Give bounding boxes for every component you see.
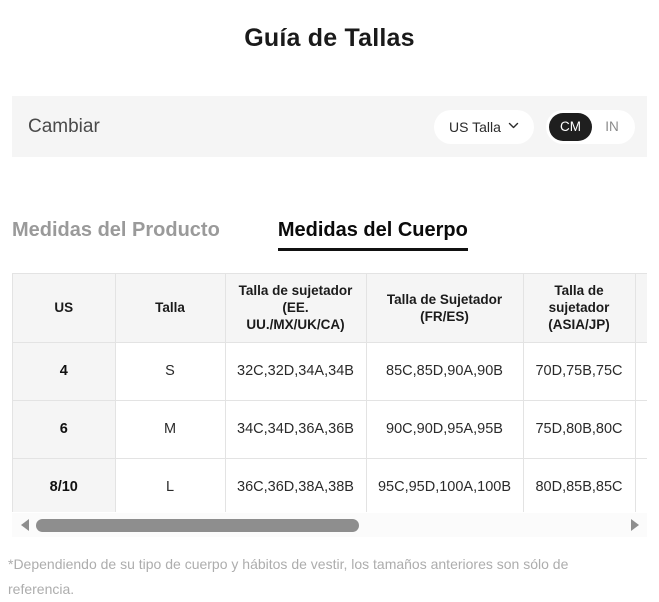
change-label: Cambiar <box>28 115 100 137</box>
scrollbar-thumb[interactable] <box>36 518 359 532</box>
change-units-bar: Cambiar US Talla CM IN <box>12 96 647 157</box>
tab-body-measurements[interactable]: Medidas del Cuerpo <box>277 218 468 251</box>
cell-bra-asia: 70D,75B,75C <box>523 342 636 401</box>
unit-toggle[interactable]: CM IN <box>546 109 635 144</box>
cell-bra-us: 36C,36D,38A,38B <box>225 458 367 512</box>
triangle-left-icon[interactable] <box>16 513 34 537</box>
page-title: Guía de Tallas <box>244 24 415 52</box>
cell-us: 8/10 <box>13 458 116 512</box>
table-header-row: US Talla Talla de sujetador (EE. UU./MX/… <box>13 274 647 343</box>
cell-us: 4 <box>13 342 116 401</box>
column-header-overflow <box>635 274 647 343</box>
cell-bra-asia: 80D,85B,85C <box>523 458 636 512</box>
measurement-tabs: Medidas del Producto Medidas del Cuerpo <box>12 218 468 251</box>
triangle-right-icon[interactable] <box>625 513 643 537</box>
column-header-bra-asia: Talla de sujetador (ASIA/JP) <box>523 274 636 343</box>
table-row: 4 S 32C,32D,34A,34B 85C,85D,90A,90B 70D,… <box>13 342 647 401</box>
table-row: 8/10 L 36C,36D,38A,38B 95C,95D,100A,100B… <box>13 458 647 512</box>
cell-bra-fr: 85C,85D,90A,90B <box>366 342 524 401</box>
column-header-us: US <box>13 274 116 343</box>
chevron-down-icon <box>508 120 519 131</box>
table-row: 6 M 34C,34D,36A,36B 90C,90D,95A,95B 75D,… <box>13 400 647 459</box>
scrollbar-track[interactable] <box>36 518 623 532</box>
unit-toggle-option-cm[interactable]: CM <box>549 112 592 141</box>
footnote-text: *Dependiendo de su tipo de cuerpo y hábi… <box>8 556 569 597</box>
cell-bra-fr: 90C,90D,95A,95B <box>366 400 524 459</box>
size-table-scroll-container[interactable]: US Talla Talla de sujetador (EE. UU./MX/… <box>12 273 647 512</box>
size-table: US Talla Talla de sujetador (EE. UU./MX/… <box>13 274 647 512</box>
cell-talla: L <box>115 458 226 512</box>
cell-overflow: 75D,80B,80C <box>635 400 647 459</box>
horizontal-scrollbar[interactable] <box>12 513 647 537</box>
column-header-talla: Talla <box>115 274 226 343</box>
size-system-value: US Talla <box>449 118 501 135</box>
column-header-bra-fr: Talla de Sujetador (FR/ES) <box>366 274 524 343</box>
cell-overflow: 80D,85B,85C <box>635 458 647 512</box>
cell-overflow: 70D,75B,75C <box>635 342 647 401</box>
cell-bra-asia: 75D,80B,80C <box>523 400 636 459</box>
cell-us: 6 <box>13 400 116 459</box>
tab-product-measurements[interactable]: Medidas del Producto <box>12 219 220 241</box>
cell-bra-us: 32C,32D,34A,34B <box>225 342 367 401</box>
cell-talla: M <box>115 400 226 459</box>
size-system-dropdown[interactable]: US Talla <box>434 109 534 144</box>
cell-talla: S <box>115 342 226 401</box>
unit-toggle-option-in[interactable]: IN <box>605 119 619 134</box>
cell-bra-us: 34C,34D,36A,36B <box>225 400 367 459</box>
cell-bra-fr: 95C,95D,100A,100B <box>366 458 524 512</box>
column-header-bra-us: Talla de sujetador (EE. UU./MX/UK/CA) <box>225 274 367 343</box>
